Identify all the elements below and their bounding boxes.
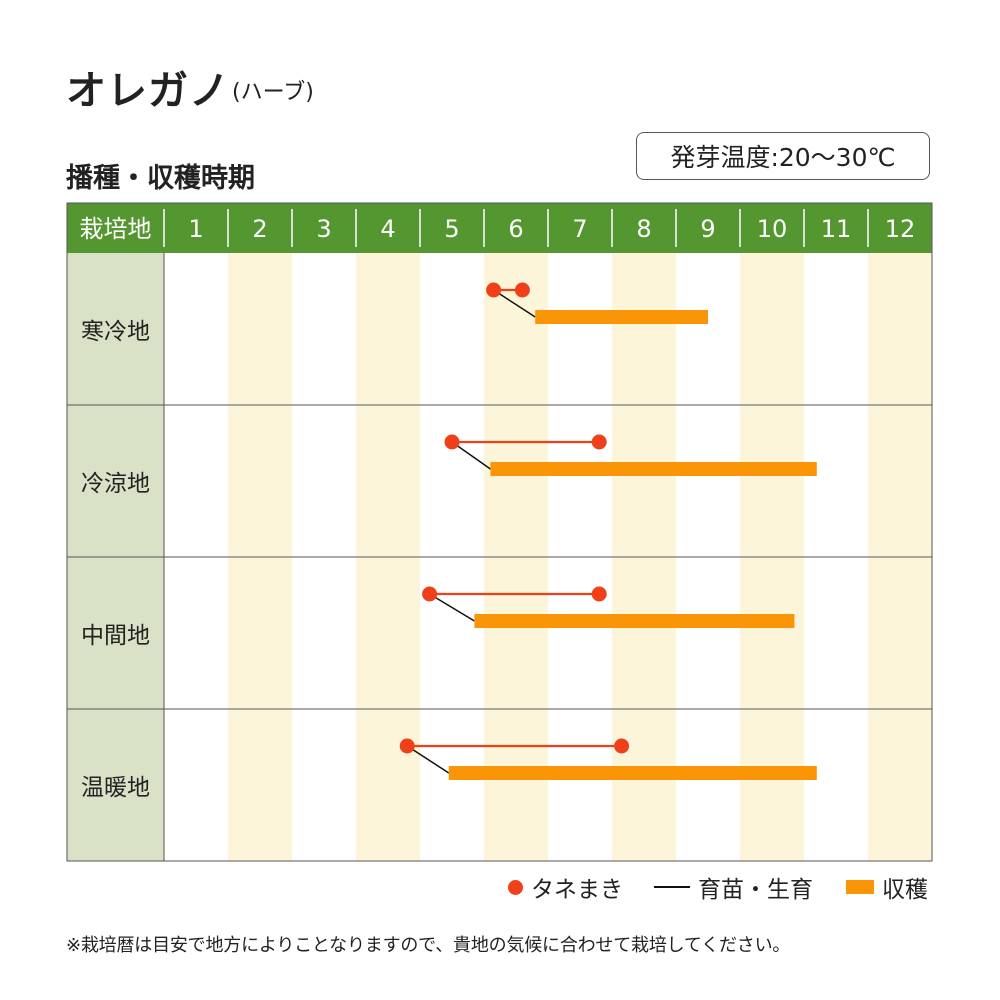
region-label: 冷涼地 [81, 471, 150, 497]
month-label: 7 [572, 215, 587, 243]
sowing-end-dot [614, 738, 630, 754]
harvest-bar [474, 614, 795, 628]
sowing-start-dot [486, 282, 502, 298]
footnote: ※栽培暦は目安で地方によりことなりますので、貴地の気候に合わせて栽培してください… [66, 935, 791, 956]
month-label: 9 [700, 215, 715, 243]
month-label: 1 [188, 215, 203, 243]
month-label: 5 [444, 215, 459, 243]
month-label: 11 [821, 215, 852, 243]
sowing-start-dot [399, 738, 415, 754]
legend-growing: 育苗・生育 [654, 872, 813, 903]
chart-border [66, 202, 933, 862]
harvest-bar [448, 766, 817, 780]
sowing-end-dot [514, 282, 530, 298]
legend-sowing: タネまき [508, 872, 623, 903]
legend-harvest-label: 収穫 [882, 877, 928, 903]
month-label: 8 [636, 215, 651, 243]
page-title: オレガノ [66, 68, 230, 114]
germination-temperature-badge: 発芽温度:20～30℃ [636, 132, 930, 180]
sowing-start-dot [422, 586, 438, 602]
harvest-bar-icon [846, 880, 874, 894]
header-bar [67, 203, 932, 253]
growing-connector-line [451, 441, 491, 470]
harvest-bar [535, 310, 708, 324]
legend-sowing-label: タネまき [531, 877, 623, 903]
month-label: 2 [252, 215, 267, 243]
region-label: 寒冷地 [81, 319, 150, 345]
harvest-bar [490, 462, 817, 476]
page-title-sub: (ハーブ) [232, 80, 314, 105]
month-label: 6 [508, 215, 523, 243]
growing-connector-line [406, 745, 450, 774]
growing-connector-line [493, 289, 536, 318]
sowing-dot-icon [508, 879, 523, 895]
sowing-start-dot [444, 434, 460, 450]
legend-harvest: 収穫 [846, 872, 928, 903]
region-label: 中間地 [81, 623, 150, 649]
month-label: 4 [380, 215, 395, 243]
chart-subtitle: 播種・収穫時期 [66, 163, 255, 194]
region-label: 温暖地 [81, 775, 150, 801]
month-label: 3 [316, 215, 331, 243]
header-corner-label: 栽培地 [80, 215, 152, 243]
sowing-end-dot [591, 586, 607, 602]
sowing-end-dot [591, 434, 607, 450]
month-label: 10 [757, 215, 788, 243]
month-label: 12 [885, 215, 916, 243]
growing-line-icon [654, 886, 690, 888]
legend-growing-label: 育苗・生育 [698, 877, 813, 903]
growing-connector-line [429, 593, 475, 622]
